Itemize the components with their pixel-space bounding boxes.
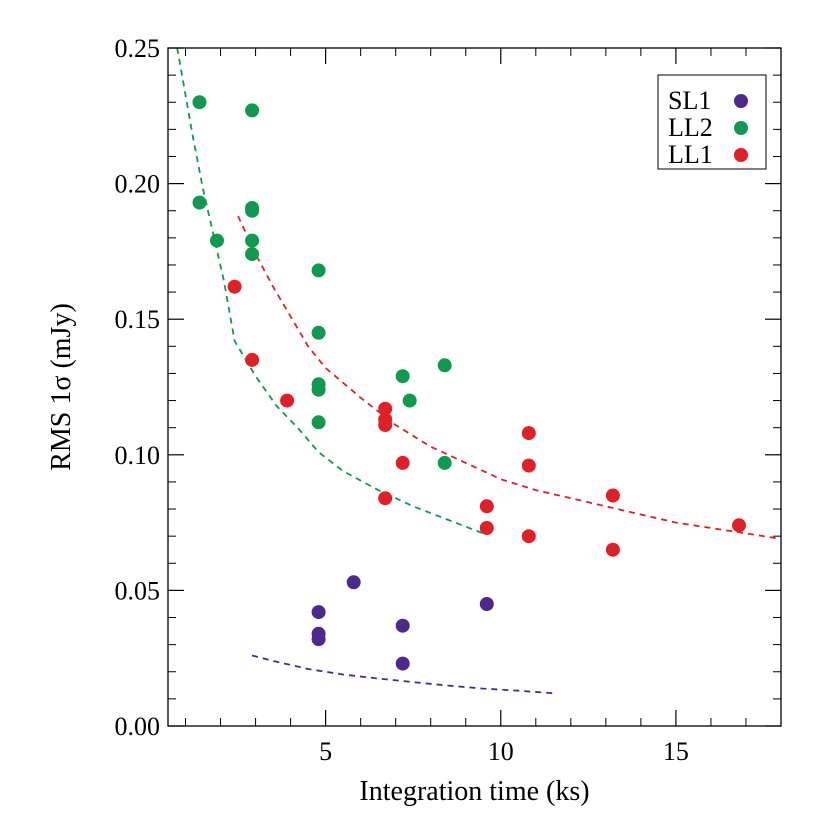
data-point-sl1: [479, 597, 494, 611]
data-point-ll2: [311, 263, 326, 278]
data-point-sl1: [311, 605, 326, 620]
data-point-ll1: [479, 521, 494, 535]
axes: [167, 47, 782, 727]
data-point-ll2: [311, 325, 326, 340]
data-point-ll1: [521, 458, 536, 473]
data-point-sl1: [395, 618, 410, 633]
data-point-ll2: [192, 195, 207, 210]
data-point-ll2: [437, 358, 452, 373]
data-point-ll1: [378, 401, 393, 416]
data-point-ll2: [245, 247, 260, 262]
data-point-ll1: [378, 491, 393, 506]
data-point-ll2: [311, 382, 326, 397]
tick-labels: 5 10 15 0.00 0.05 0.10 0.15 0.20 0.25: [115, 34, 689, 766]
y-axis-title: RMS 1σ (mJy): [46, 303, 77, 471]
legend-marker-ll2: [734, 121, 748, 135]
y-tick-label: 0.20: [115, 170, 161, 199]
plot-frame: [167, 47, 782, 727]
data-point-ll2: [245, 103, 260, 118]
data-point-ll2: [210, 233, 224, 248]
fit-curve-sl1: [251, 654, 557, 695]
y-tick-label: 0.25: [115, 34, 161, 63]
data-point-ll1: [732, 518, 746, 533]
fit-curves: [176, 48, 781, 695]
data-point-ll2: [245, 203, 260, 218]
data-point-ll2: [245, 233, 260, 248]
legend-label-ll2: LL2: [668, 113, 713, 142]
y-tick-label: 0.00: [115, 712, 161, 741]
data-point-ll2: [395, 369, 410, 384]
data-point-ll1: [280, 393, 295, 408]
data-point-ll1: [605, 542, 620, 557]
legend-box: [657, 74, 767, 170]
data-point-ll1: [227, 279, 242, 294]
x-tick-label: 10: [488, 737, 514, 766]
data-points: [192, 95, 746, 671]
data-point-ll1: [605, 488, 620, 503]
x-tick-label: 15: [663, 737, 689, 766]
data-point-ll1: [521, 529, 536, 544]
legend-marker-sl1: [734, 94, 748, 108]
data-point-ll1: [479, 499, 494, 514]
y-tick-label: 0.05: [115, 576, 161, 605]
data-point-ll2: [437, 455, 452, 470]
x-tick-label: 5: [319, 737, 332, 766]
data-point-ll2: [402, 393, 417, 408]
y-tick-label: 0.10: [115, 441, 161, 470]
ticks: [168, 47, 782, 727]
legend-marker-ll1: [734, 148, 748, 162]
data-point-ll1: [378, 418, 393, 432]
data-point-ll1: [245, 352, 260, 367]
fit-curve-ll2: [176, 48, 484, 535]
data-point-ll2: [192, 95, 207, 110]
x-axis-title: Integration time (ks): [359, 776, 589, 807]
legend-label-sl1: SL1: [668, 86, 711, 115]
y-tick-label: 0.15: [115, 305, 161, 334]
fit-curve-ll1: [237, 215, 781, 540]
legend-label-ll1: LL1: [668, 140, 713, 169]
data-point-sl1: [346, 575, 361, 590]
data-point-sl1: [395, 656, 410, 671]
data-point-ll2: [311, 415, 326, 430]
data-point-ll1: [521, 426, 536, 441]
data-point-ll1: [395, 455, 410, 470]
data-point-sl1: [311, 632, 326, 647]
